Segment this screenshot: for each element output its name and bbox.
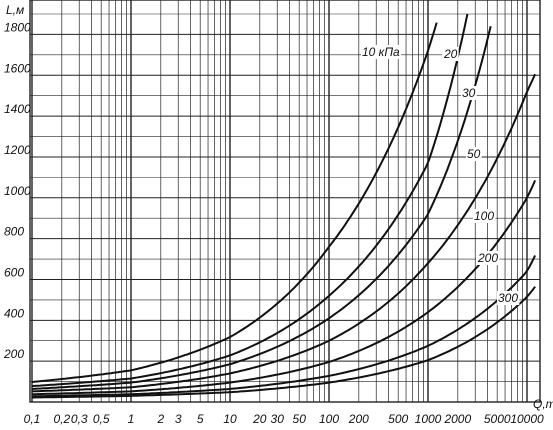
series-label-bg bbox=[461, 86, 477, 100]
series-line bbox=[31, 13, 469, 388]
x-tick-label: 10 bbox=[223, 412, 237, 426]
y-tick-label: 1200 bbox=[4, 143, 31, 157]
y-tick-label: 600 bbox=[4, 265, 24, 279]
series-line bbox=[31, 255, 536, 398]
series-label-bg bbox=[476, 251, 500, 265]
grid bbox=[29, 0, 541, 403]
series-line bbox=[32, 286, 536, 399]
series-label: 10 кПа bbox=[362, 45, 400, 59]
series-label: 100 bbox=[474, 209, 494, 223]
y-axis-title: L,м bbox=[6, 3, 24, 17]
x-tick-label: 2 bbox=[156, 412, 164, 426]
x-tick-label: 100 bbox=[319, 412, 339, 426]
series-label: 200 bbox=[477, 251, 498, 265]
x-tick-label: 0,3 bbox=[71, 412, 88, 426]
series-label-bg bbox=[473, 209, 496, 223]
series-label-bg bbox=[497, 291, 520, 305]
x-tick-label: 1 bbox=[128, 412, 135, 426]
x-tick-label: 50 bbox=[293, 412, 307, 426]
x-tick-label: 0,2 bbox=[53, 412, 70, 426]
x-tick-label: 1000 bbox=[415, 412, 442, 426]
x-tick-label: 200 bbox=[348, 412, 369, 426]
series-label: 20 bbox=[443, 47, 458, 61]
x-tick-label: 20 bbox=[252, 412, 267, 426]
series-line bbox=[31, 73, 537, 393]
x-tick-label: 0,5 bbox=[93, 412, 110, 426]
y-tick-label: 1400 bbox=[4, 102, 31, 116]
y-tick-label: 1000 bbox=[4, 184, 31, 198]
x-tick-label: 5 bbox=[197, 412, 204, 426]
x-tick-label: 10000 bbox=[510, 412, 544, 426]
series-label-bg bbox=[361, 45, 402, 59]
x-tick-label: 30 bbox=[271, 412, 285, 426]
y-tick-label: 800 bbox=[4, 225, 24, 239]
x-tick-label: 0,1 bbox=[24, 412, 41, 426]
x-tick-label: 3 bbox=[175, 412, 182, 426]
series-line bbox=[31, 22, 438, 383]
series-line bbox=[32, 179, 537, 396]
y-tick-label: 1800 bbox=[4, 20, 31, 34]
plot-frame bbox=[29, 0, 541, 403]
y-tick-label: 200 bbox=[3, 347, 24, 361]
x-tick-label: 500 bbox=[388, 412, 408, 426]
x-tick-label: 2000 bbox=[443, 412, 471, 426]
curves bbox=[31, 13, 537, 399]
y-tick-label: 1600 bbox=[4, 61, 31, 75]
series-line bbox=[31, 25, 492, 390]
series-label: 30 bbox=[462, 86, 476, 100]
series-label-bg bbox=[442, 47, 459, 61]
series-label-bg bbox=[466, 147, 482, 161]
x-tick-label: 5000 bbox=[484, 412, 511, 426]
series-label: 300 bbox=[498, 291, 518, 305]
y-tick-label: 400 bbox=[4, 306, 24, 320]
series-label: 50 bbox=[467, 147, 481, 161]
x-axis-title: Q,т bbox=[533, 397, 553, 411]
